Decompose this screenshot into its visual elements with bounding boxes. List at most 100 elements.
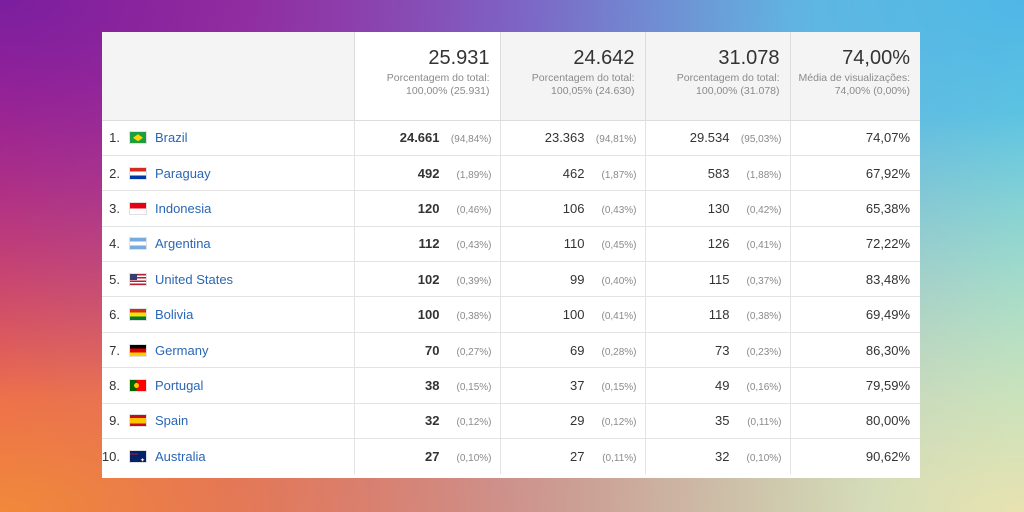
metric-1-caption: Porcentagem do total: 100,00% (25.931) (386, 72, 490, 97)
metric-1-percent: (0,10%) (456, 452, 492, 464)
country-link[interactable]: Australia (155, 448, 206, 464)
header-metric-1[interactable]: 25.931 Porcentagem do total: 100,00% (25… (354, 32, 501, 121)
metric-2-percent: (0,12%) (601, 417, 637, 429)
country-link[interactable]: Portugal (155, 377, 204, 393)
metric-2-percent: (0,40%) (601, 275, 637, 287)
country-link[interactable]: Paraguay (155, 165, 211, 181)
metric-1-total: 25.931 (428, 47, 490, 69)
metric-1-value: 112 (418, 236, 440, 252)
metric-2-cell: 37 (0,15%) (500, 367, 646, 404)
country-link[interactable]: Germany (155, 342, 209, 358)
row-index: 10. (102, 448, 120, 464)
metric-2-value: 69 (570, 342, 585, 358)
metric-2-value: 110 (563, 236, 585, 252)
country-flag-icon (130, 344, 146, 356)
metric-2-cell: 462 (1,87%) (500, 155, 646, 192)
metric-2-caption: Porcentagem do total: 100,05% (24.630) (531, 72, 635, 97)
metric-4-cell: 69,49% (790, 296, 920, 333)
country-link[interactable]: Brazil (155, 130, 188, 146)
header-metric-2[interactable]: 24.642 Porcentagem do total: 100,05% (24… (500, 32, 646, 121)
metric-2-cell: 110 (0,45%) (500, 226, 646, 263)
metric-2-percent: (94,81%) (595, 134, 637, 146)
metric-4-value: 79,59% (865, 377, 910, 393)
country-flag-icon (130, 450, 146, 464)
metric-2-cell: 69 (0,28%) (500, 332, 646, 369)
metric-3-value: 118 (708, 307, 730, 323)
metric-2-value: 27 (570, 448, 585, 464)
metric-4-value: 83,48% (865, 271, 910, 287)
metric-1-value: 70 (425, 342, 440, 358)
country-link[interactable]: Bolivia (155, 307, 194, 323)
country-flag-icon (130, 132, 146, 144)
table-row: 10. Australia 27 (0,10%) 27 (0,11%) 32 (0,10… (102, 438, 920, 474)
metric-1-cell: 27 (0,10%) (354, 438, 501, 474)
metric-4-value: 74,07% (865, 130, 910, 146)
metric-3-value: 115 (708, 271, 730, 287)
metric-4-cell: 90,62% (790, 439, 920, 474)
table-row: 7. Germany 70 (0,27%) 69 (0,28%) 73 (0,23%) … (102, 332, 920, 369)
country-flag-icon (130, 167, 146, 179)
country-cell: 2. Paraguay (102, 155, 355, 192)
row-index: 3. (109, 200, 120, 216)
metric-2-percent: (0,45%) (601, 240, 637, 252)
metric-4-cell: 67,92% (790, 155, 920, 192)
metric-3-percent: (0,11%) (747, 417, 782, 429)
metric-1-cell: 70 (0,27%) (354, 332, 501, 369)
table-body: 1. Brazil 24.661 (94,84%) 23.363 (94,81%) 2… (102, 120, 920, 474)
metric-4-cell: 86,30% (790, 332, 920, 369)
country-cell: 5. United States (102, 261, 355, 298)
row-index: 5. (109, 271, 120, 287)
metric-1-percent: (0,38%) (456, 311, 492, 323)
table-row: 6. Bolivia 100 (0,38%) 100 (0,41%) 118 (0,38… (102, 296, 920, 333)
metric-1-cell: 32 (0,12%) (354, 403, 501, 440)
metric-1-value: 38 (425, 377, 440, 393)
row-index: 1. (109, 130, 120, 146)
metric-4-caption: Média de visualizações: 74,00% (0,00%) (798, 72, 910, 97)
country-link[interactable]: Argentina (155, 236, 211, 252)
metric-3-value: 583 (707, 165, 730, 181)
metric-1-value: 120 (417, 200, 440, 216)
metric-3-cell: 118 (0,38%) (645, 296, 791, 333)
metric-4-value: 72,22% (865, 236, 910, 252)
metric-3-percent: (0,41%) (746, 240, 782, 252)
metric-2-percent: (0,15%) (601, 381, 637, 393)
metric-3-value: 49 (715, 377, 730, 393)
table-row: 5. United States 102 (0,39%) 99 (0,40%) 115… (102, 261, 920, 298)
metric-1-cell: 120 (0,46%) (354, 190, 501, 227)
header-metric-4[interactable]: 74,00% Média de visualizações: 74,00% (0… (790, 32, 920, 121)
country-report-table: 25.931 Porcentagem do total: 100,00% (25… (102, 32, 920, 474)
table-row: 9. Spain 32 (0,12%) 29 (0,12%) 35 (0,11%) 80… (102, 403, 920, 440)
header-metric-3[interactable]: 31.078 Porcentagem do total: 100,00% (31… (645, 32, 791, 121)
metric-3-percent: (95,03%) (740, 134, 782, 146)
country-link[interactable]: Spain (155, 413, 189, 429)
metric-2-value: 106 (562, 200, 585, 216)
metric-3-value: 32 (715, 448, 730, 464)
row-index: 2. (109, 165, 120, 181)
country-flag-icon (130, 309, 146, 321)
metric-4-total: 74,00% (842, 47, 910, 69)
country-link[interactable]: United States (155, 271, 234, 287)
metric-2-cell: 29 (0,12%) (500, 403, 646, 440)
country-link[interactable]: Indonesia (155, 200, 212, 216)
metric-3-percent: (0,38%) (746, 311, 782, 323)
country-flag-icon (130, 273, 146, 285)
metric-4-value: 80,00% (865, 413, 910, 429)
metric-4-value: 90,62% (865, 448, 910, 464)
metric-3-cell: 73 (0,23%) (645, 332, 791, 369)
metric-2-cell: 27 (0,11%) (500, 438, 646, 474)
metric-1-percent: (1,89%) (456, 169, 492, 181)
country-flag-icon (130, 379, 146, 391)
metric-1-cell: 112 (0,43%) (354, 226, 501, 263)
metric-4-value: 67,92% (865, 165, 910, 181)
metric-3-percent: (0,10%) (746, 452, 782, 464)
metric-1-cell: 492 (1,89%) (354, 155, 501, 192)
metric-2-cell: 106 (0,43%) (500, 190, 646, 227)
metric-3-cell: 115 (0,37%) (645, 261, 791, 298)
metric-3-percent: (0,37%) (746, 275, 782, 287)
metric-2-value: 37 (570, 377, 585, 393)
metric-4-cell: 80,00% (790, 403, 920, 440)
metric-1-percent: (0,43%) (456, 240, 492, 252)
table-row: 1. Brazil 24.661 (94,84%) 23.363 (94,81%) 2… (102, 120, 920, 156)
country-cell: 1. Brazil (102, 120, 355, 156)
table-row: 2. Paraguay 492 (1,89%) 462 (1,87%) 583 (1,8… (102, 155, 920, 192)
